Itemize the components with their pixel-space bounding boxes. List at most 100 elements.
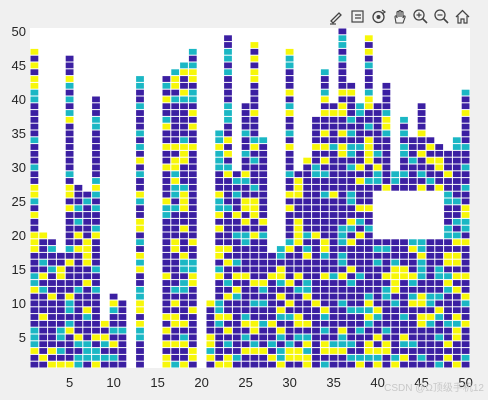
heatmap-cell xyxy=(215,320,224,327)
heatmap-cell xyxy=(224,198,232,205)
heatmap-cell xyxy=(435,361,444,368)
heatmap-cell xyxy=(180,218,188,225)
heatmap-cell xyxy=(241,286,250,293)
heatmap-cell xyxy=(320,320,329,327)
heatmap-cell xyxy=(74,300,83,307)
heatmap-cell xyxy=(171,280,180,286)
heatmap-cell xyxy=(426,327,435,334)
heatmap-cell xyxy=(444,286,452,293)
zoom-out-button[interactable] xyxy=(431,5,451,27)
heatmap-cell xyxy=(444,293,452,300)
heatmap-cell xyxy=(364,280,373,286)
heatmap-cell xyxy=(408,178,417,184)
heatmap-cell xyxy=(461,157,470,164)
heatmap-cell xyxy=(373,110,382,116)
heatmap-cell xyxy=(30,205,39,212)
edit-button[interactable] xyxy=(326,5,346,27)
heatmap-cell xyxy=(74,218,83,225)
heatmap-cell xyxy=(356,198,364,205)
heatmap-cell xyxy=(373,130,382,137)
heatmap-cell xyxy=(347,320,356,327)
heatmap-cell xyxy=(224,232,232,239)
heatmap-cell xyxy=(391,341,400,348)
data-tips-button[interactable] xyxy=(347,5,367,27)
heatmap-cell xyxy=(109,320,118,327)
heatmap-cell xyxy=(224,76,232,82)
heatmap-cell xyxy=(65,205,74,212)
heatmap-cell xyxy=(444,300,452,307)
heatmap-cell xyxy=(136,89,144,96)
heatmap-cell xyxy=(382,300,391,307)
heatmap-cell xyxy=(364,150,373,157)
heatmap-cell xyxy=(180,164,188,171)
zoom-in-button[interactable] xyxy=(410,5,430,27)
heatmap-cell xyxy=(312,212,320,218)
heatmap-cell xyxy=(171,110,180,116)
home-button[interactable] xyxy=(452,5,472,27)
heatmap-cell xyxy=(373,286,382,293)
heatmap-cell xyxy=(30,62,39,69)
heatmap-cell xyxy=(250,259,259,266)
heatmap-cell xyxy=(65,184,74,191)
heatmap-cell xyxy=(364,246,373,252)
heatmap-cell xyxy=(83,266,92,273)
heatmap-cell xyxy=(224,259,232,266)
heatmap-cell xyxy=(435,171,444,178)
heatmap-cell xyxy=(224,116,232,123)
heatmap-cell xyxy=(356,171,364,178)
heatmap-cell xyxy=(92,354,100,361)
heatmap-cell xyxy=(338,273,347,280)
heatmap-cell xyxy=(65,178,74,184)
heatmap-cell xyxy=(435,314,444,320)
heatmap-cell xyxy=(250,171,259,178)
heatmap-cell xyxy=(136,286,144,293)
heatmap-cell xyxy=(136,354,144,361)
heatmap-cell xyxy=(373,123,382,130)
heatmap-cell xyxy=(329,205,338,212)
heatmap-cell xyxy=(162,239,171,246)
heatmap-cell xyxy=(285,314,294,320)
heatmap-cell xyxy=(171,218,180,225)
heatmap-cell xyxy=(92,307,100,314)
heatmap-cell xyxy=(48,280,56,286)
heatmap-cell xyxy=(312,252,320,259)
heatmap-cell xyxy=(215,212,224,218)
heatmap-cell xyxy=(347,334,356,341)
heatmap-cell xyxy=(171,130,180,137)
heatmap-cell xyxy=(382,96,391,103)
heatmap-cell xyxy=(74,341,83,348)
heatmap-cell xyxy=(276,300,285,307)
heatmap-cell xyxy=(347,123,356,130)
heatmap-cell xyxy=(338,348,347,354)
heatmap-cell xyxy=(259,286,268,293)
heatmap-cell xyxy=(391,286,400,293)
heatmap-cell xyxy=(408,280,417,286)
heatmap-cell xyxy=(30,157,39,164)
heatmap-cell xyxy=(347,130,356,137)
heatmap-cell xyxy=(276,293,285,300)
x-axis-ticks: 5 10 15 20 25 30 35 40 45 50 xyxy=(66,375,473,390)
heatmap-cell xyxy=(382,110,391,116)
heatmap-cell xyxy=(285,69,294,76)
heatmap-cell xyxy=(452,314,461,320)
heatmap-cell xyxy=(461,89,470,96)
heatmap-cell xyxy=(30,293,39,300)
heatmap-cell xyxy=(241,218,250,225)
heatmap-cell xyxy=(92,191,100,198)
y-tick-label: 35 xyxy=(12,126,26,141)
rotate-3d-button[interactable] xyxy=(368,5,388,27)
heatmap-cell xyxy=(303,246,312,252)
heatmap-cell xyxy=(320,157,329,164)
heatmap-cell xyxy=(320,123,329,130)
heatmap-cell xyxy=(417,266,426,273)
heatmap-cell xyxy=(188,178,197,184)
heatmap-cell xyxy=(426,361,435,368)
heatmap-cell xyxy=(329,130,338,137)
heatmap-cell xyxy=(285,198,294,205)
heatmap-cell xyxy=(312,314,320,320)
heatmap-cell xyxy=(329,348,338,354)
heatmap-cell xyxy=(92,184,100,191)
pan-hand-button[interactable] xyxy=(389,5,409,27)
heatmap-cell xyxy=(417,259,426,266)
heatmap-cell xyxy=(232,286,241,293)
